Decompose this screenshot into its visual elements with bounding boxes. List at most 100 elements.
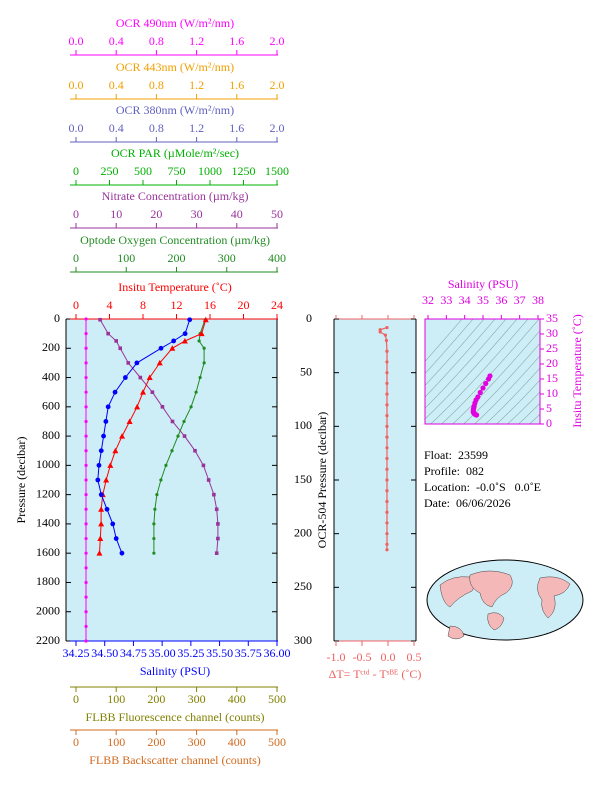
x-tick-label: 34.25: [63, 646, 90, 660]
x-tick-label: 0: [73, 164, 79, 178]
data-point: [156, 359, 163, 366]
y-tick-label: 0: [546, 416, 552, 430]
density-contour: [425, 319, 485, 386]
data-point: [153, 507, 157, 511]
density-contour: [496, 379, 540, 424]
y-axis-title: Insitu Temperature (˚C): [570, 314, 584, 428]
data-point: [385, 521, 389, 525]
x-tick-label: 200: [147, 735, 165, 749]
data-point: [112, 447, 119, 454]
data-point: [378, 330, 382, 334]
data-point: [194, 390, 198, 394]
data-point: [385, 360, 389, 364]
y-tick-label: 150: [294, 472, 312, 486]
data-point: [477, 389, 483, 396]
data-point: [202, 361, 206, 365]
data-point: [84, 507, 88, 511]
data-point: [138, 375, 143, 380]
data-point: [84, 595, 88, 599]
x-tick-label: 0.0: [69, 78, 84, 92]
data-point: [84, 317, 88, 321]
x-tick-label: 1500: [265, 164, 289, 178]
data-point: [95, 477, 101, 483]
data-point: [384, 338, 389, 343]
x-tick-label: 0.4: [109, 121, 124, 135]
data-point: [385, 325, 389, 330]
data-point: [150, 390, 155, 394]
x-tick-label: 200: [147, 692, 165, 706]
x-tick-label: 2.0: [270, 121, 285, 135]
data-point: [385, 349, 389, 353]
data-point: [103, 419, 109, 424]
profile-line: [97, 319, 191, 554]
data-point: [169, 345, 176, 351]
data-point: [146, 374, 153, 381]
data-point: [181, 337, 188, 344]
x-tick-label: 1000: [198, 164, 222, 178]
x-axis-title: Insitu Temperature (˚C): [118, 280, 232, 294]
y-tick-label: 200: [294, 525, 312, 539]
data-point: [385, 392, 389, 396]
x-tick-label: 0.8: [149, 34, 164, 48]
data-point: [84, 434, 88, 438]
x-tick-label: 16: [204, 298, 216, 312]
data-point: [101, 433, 106, 439]
density-contour: [452, 330, 540, 424]
plot-area: [425, 319, 540, 424]
data-point: [473, 412, 480, 418]
data-point: [98, 492, 104, 498]
data-point: [385, 532, 389, 536]
x-tick-label: 34: [459, 293, 471, 307]
data-point: [385, 424, 389, 428]
y-tick-label: 20: [546, 356, 558, 370]
data-point: [110, 521, 116, 527]
x-tick-label: 300: [188, 735, 206, 749]
data-point: [84, 375, 88, 380]
x-axis-title: OCR 380nm (W/m²/nm): [116, 103, 234, 117]
data-point: [119, 550, 125, 556]
data-point: [202, 346, 206, 350]
x-tick-label: 0: [73, 735, 79, 749]
data-point: [212, 492, 216, 497]
data-point: [187, 317, 193, 323]
data-point: [84, 580, 88, 585]
data-point: [383, 333, 387, 337]
density-contour: [485, 367, 540, 424]
data-point: [84, 566, 88, 570]
x-tick-label: 4: [107, 298, 113, 312]
data-point: [160, 405, 165, 409]
x-tick-label: 300: [188, 692, 206, 706]
x-tick-label: 0.0: [69, 34, 84, 48]
data-point: [134, 360, 140, 366]
data-point: [385, 403, 389, 407]
x-tick-label: 35.50: [206, 646, 233, 660]
x-tick-label: 0.5: [407, 650, 422, 664]
x-tick-label: 40: [231, 207, 243, 221]
x-axis-title: Salinity (PSU): [448, 277, 518, 291]
data-point: [385, 478, 389, 482]
world-map: [426, 559, 584, 641]
data-point: [216, 536, 220, 541]
y-tick-label: 400: [42, 369, 60, 383]
density-contour: [474, 355, 540, 424]
data-point: [198, 375, 202, 380]
data-point: [97, 535, 104, 542]
data-point: [385, 414, 389, 418]
float-info-line: Date: 06/06/2026: [424, 496, 511, 510]
x-axis-title: OCR 443nm (W/m²/nm): [116, 60, 234, 74]
x-tick-label: 0: [73, 207, 79, 221]
data-point: [159, 478, 163, 482]
x-tick-label: 0.4: [109, 34, 124, 48]
density-contour: [430, 319, 529, 424]
x-tick-label: 1.2: [189, 34, 204, 48]
x-tick-label: 0.4: [109, 78, 124, 92]
x-axis-title: OCR 490nm (W/m²/nm): [116, 16, 234, 30]
data-point: [198, 330, 205, 337]
density-contour: [425, 319, 518, 420]
data-point: [214, 507, 219, 512]
x-tick-label: 0.8: [149, 121, 164, 135]
y-tick-label: 200: [42, 340, 60, 354]
x-tick-label: 24: [271, 298, 283, 312]
y-tick-label: 300: [294, 633, 312, 647]
data-point: [84, 610, 88, 614]
